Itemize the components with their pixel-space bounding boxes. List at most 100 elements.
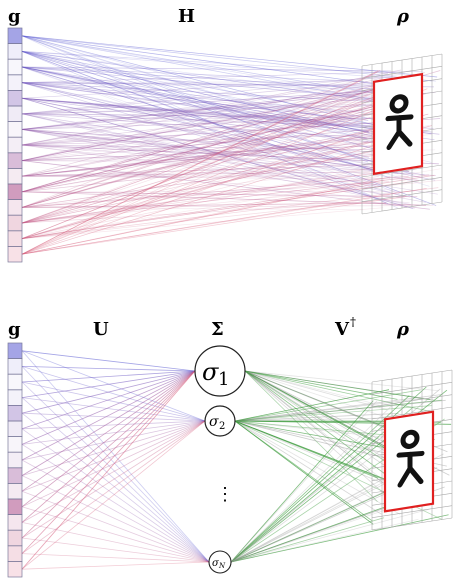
v-line <box>230 395 410 563</box>
connection-line <box>21 82 369 158</box>
u-line <box>21 370 196 383</box>
connection-line <box>21 181 373 255</box>
connection-line <box>21 35 433 82</box>
connection-line <box>21 82 386 103</box>
connection-line <box>21 97 425 176</box>
v-line <box>244 370 396 453</box>
connection-line <box>21 93 385 224</box>
connection-line <box>21 134 383 177</box>
connection-line <box>21 66 384 196</box>
u-line <box>21 381 210 563</box>
connection-line <box>21 175 409 208</box>
u-line <box>21 553 210 563</box>
svg-text:σ: σ <box>209 414 219 430</box>
connection-line <box>21 158 415 239</box>
connection-line <box>21 113 365 117</box>
u-line <box>21 420 206 539</box>
bottom-g-cell <box>7 451 23 469</box>
bottom-g-cell <box>7 373 23 391</box>
v-line <box>244 370 374 404</box>
svg-text:1: 1 <box>218 369 229 390</box>
u-line <box>21 506 210 563</box>
connection-line <box>21 112 382 146</box>
connection-line <box>21 180 420 239</box>
u-line <box>21 420 206 476</box>
connection-line <box>21 35 389 147</box>
u-line <box>21 490 210 563</box>
u-line <box>21 370 196 492</box>
connection-line <box>21 103 420 193</box>
connection-line <box>21 82 369 121</box>
bottom-g-cell <box>7 529 23 547</box>
connection-line <box>21 108 391 130</box>
bottom-g-cell <box>7 483 23 500</box>
connection-line <box>21 81 376 115</box>
bottom-g-cell <box>7 561 23 578</box>
v-line <box>234 413 399 422</box>
connection-line <box>21 198 370 255</box>
connection-line <box>21 129 419 181</box>
connection-line <box>21 157 392 161</box>
connection-line <box>21 87 389 208</box>
u-line <box>21 366 196 372</box>
bottom-g-label: g <box>8 319 21 340</box>
connection-line <box>21 82 391 161</box>
bottom-panel: g U Σ V † ρ σ 1 σ 2 ⋮ σ N <box>7 315 453 578</box>
connection-line <box>21 66 432 163</box>
v-line <box>234 398 423 422</box>
v-line <box>244 370 439 392</box>
connection-line <box>21 144 405 161</box>
connection-line <box>21 66 432 135</box>
connection-line <box>21 66 391 72</box>
top-g-cell <box>7 74 23 91</box>
connection-line <box>21 35 396 97</box>
u-line <box>21 420 206 492</box>
connection-line <box>21 104 388 208</box>
connection-line <box>21 125 433 239</box>
connection-line <box>21 82 435 141</box>
v-line <box>234 420 401 515</box>
connection-line <box>21 51 398 134</box>
u-line <box>21 397 206 422</box>
connection-line <box>21 113 377 187</box>
v-line <box>244 370 383 484</box>
connection-line <box>21 70 412 146</box>
connection-line <box>21 35 438 78</box>
u-line <box>21 370 196 554</box>
connection-line <box>21 101 408 208</box>
connection-line <box>21 174 429 224</box>
u-line <box>21 459 210 563</box>
connection-line <box>21 82 434 88</box>
connection-line <box>21 168 407 224</box>
connection-line <box>21 97 369 132</box>
top-g-cell <box>7 214 23 232</box>
connection-line <box>21 113 434 129</box>
top-g-vector <box>7 27 23 263</box>
u-line <box>21 412 206 422</box>
top-g-cell <box>7 43 23 60</box>
connection-line <box>21 165 410 224</box>
bottom-v-label: V <box>334 319 350 340</box>
connection-line <box>21 73 405 115</box>
connection-line <box>21 93 363 161</box>
connection-line <box>21 118 441 146</box>
connection-line <box>21 82 398 193</box>
connection-line <box>21 191 418 198</box>
connection-line <box>21 66 370 133</box>
connection-line <box>21 175 418 180</box>
connection-line <box>21 89 393 130</box>
connection-line <box>21 171 388 177</box>
connection-line <box>21 191 426 206</box>
connection-line <box>21 134 404 177</box>
bottom-image-frame <box>383 410 435 513</box>
connection-line <box>21 139 398 177</box>
connection-line <box>21 97 415 149</box>
connection-line <box>21 72 377 208</box>
connection-line <box>21 113 411 198</box>
connection-line <box>21 134 375 146</box>
v-line <box>244 370 387 410</box>
connection-line <box>21 97 376 166</box>
connection-line <box>21 51 424 109</box>
connection-line <box>21 66 394 101</box>
u-connection-lines <box>21 350 210 570</box>
